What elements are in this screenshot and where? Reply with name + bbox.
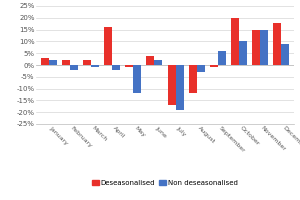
Bar	[146, 56, 154, 65]
Bar	[133, 65, 141, 93]
Bar	[239, 41, 247, 65]
Bar	[189, 65, 197, 93]
Bar	[125, 65, 133, 67]
Bar	[41, 58, 49, 65]
Bar	[62, 60, 70, 65]
Bar	[91, 65, 99, 67]
Bar	[231, 18, 239, 65]
Bar	[197, 65, 205, 72]
Bar	[154, 60, 163, 65]
Bar	[210, 65, 218, 67]
Bar	[260, 30, 268, 65]
Bar	[273, 23, 281, 65]
Legend: Deseasonalised, Non deseasonalised: Deseasonalised, Non deseasonalised	[90, 177, 240, 189]
Bar	[70, 65, 78, 70]
Bar	[112, 65, 120, 70]
Bar	[281, 44, 289, 65]
Bar	[176, 65, 184, 110]
Bar	[83, 60, 91, 65]
Bar	[49, 60, 57, 65]
Bar	[252, 30, 260, 65]
Bar	[104, 27, 112, 65]
Bar	[167, 65, 175, 105]
Bar	[218, 51, 226, 65]
